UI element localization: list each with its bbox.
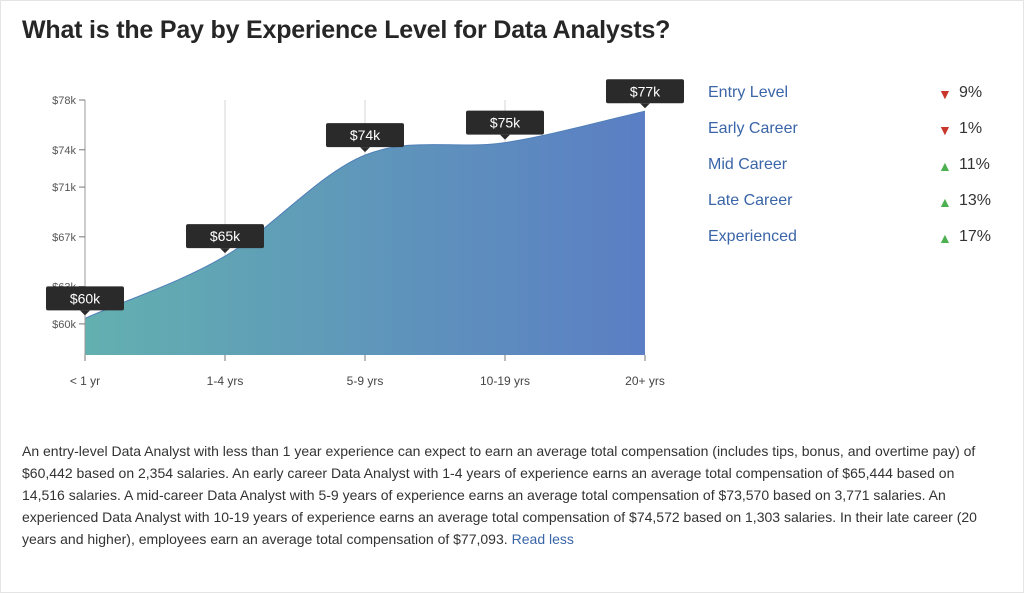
x-tick-label: 20+ yrs xyxy=(625,374,665,388)
x-tick-label: < 1 yr xyxy=(70,374,100,388)
description-text: An entry-level Data Analyst with less th… xyxy=(22,443,977,547)
page-title: What is the Pay by Experience Level for … xyxy=(22,16,671,44)
legend-row-mid-career: Mid Career ▲ 11% xyxy=(708,154,1008,190)
legend-percent: 1% xyxy=(959,120,983,137)
value-callout: $77k xyxy=(606,79,684,109)
up-arrow-icon: ▲ xyxy=(938,194,952,210)
callout-pointer xyxy=(640,103,650,109)
legend-percent: 13% xyxy=(959,192,992,209)
value-label: $60k xyxy=(70,290,101,306)
salary-area-chart: $60k$63k$67k$71k$74k$78k< 1 yr1-4 yrs5-9… xyxy=(46,79,684,388)
legend-label: Experienced xyxy=(708,228,797,245)
experience-legend: Entry Level ▼ 9% Early Career ▼ 1% Mid C… xyxy=(708,82,1008,262)
y-tick-label: $67k xyxy=(52,232,76,244)
value-label: $77k xyxy=(630,83,661,99)
up-arrow-icon: ▲ xyxy=(938,230,952,246)
value-label: $65k xyxy=(210,228,241,244)
callout-pointer xyxy=(220,248,230,254)
legend-percent: 9% xyxy=(959,84,983,101)
down-arrow-icon: ▼ xyxy=(938,122,952,138)
legend-label: Early Career xyxy=(708,120,798,137)
read-less-link[interactable]: Read less xyxy=(511,531,574,547)
value-callout: $60k xyxy=(46,286,124,316)
value-label: $74k xyxy=(350,127,381,143)
salary-line xyxy=(84,110,646,319)
callout-box xyxy=(606,79,684,104)
legend-row-late-career: Late Career ▲ 13% xyxy=(708,190,1008,226)
x-tick-label: 1-4 yrs xyxy=(207,374,244,388)
legend-label: Mid Career xyxy=(708,156,788,173)
value-label: $75k xyxy=(490,115,521,131)
y-tick-label: $74k xyxy=(52,145,76,157)
legend-label: Late Career xyxy=(708,192,793,209)
x-tick-label: 10-19 yrs xyxy=(480,374,530,388)
callout-box xyxy=(326,123,404,148)
x-tick-label: 5-9 yrs xyxy=(347,374,384,388)
value-callout: $75k xyxy=(466,110,544,140)
down-arrow-icon: ▼ xyxy=(938,86,952,102)
callout-box xyxy=(186,224,264,249)
legend-row-entry-level: Entry Level ▼ 9% xyxy=(708,82,1008,118)
value-callout: $65k xyxy=(186,224,264,254)
legend-label: Entry Level xyxy=(708,84,789,101)
legend-percent: 17% xyxy=(959,228,992,245)
axes: $60k$63k$67k$71k$74k$78k< 1 yr1-4 yrs5-9… xyxy=(52,95,665,388)
legend-row-experienced: Experienced ▲ 17% xyxy=(708,226,1008,262)
up-arrow-icon: ▲ xyxy=(938,158,952,174)
y-tick-label: $71k xyxy=(52,182,76,194)
value-callout: $74k xyxy=(326,123,404,153)
callout-pointer xyxy=(80,310,90,316)
legend-percent: 11% xyxy=(959,156,990,173)
callout-pointer xyxy=(360,147,370,153)
callout-box xyxy=(466,110,544,135)
salary-area xyxy=(85,111,645,355)
y-tick-label: $60k xyxy=(52,319,76,331)
y-tick-label: $78k xyxy=(52,95,76,107)
legend-row-early-career: Early Career ▼ 1% xyxy=(708,118,1008,154)
value-labels: $60k $65k $74k $75k $77k xyxy=(46,79,684,316)
salary-description: An entry-level Data Analyst with less th… xyxy=(22,440,997,550)
callout-box xyxy=(46,286,124,311)
callout-pointer xyxy=(500,134,510,140)
